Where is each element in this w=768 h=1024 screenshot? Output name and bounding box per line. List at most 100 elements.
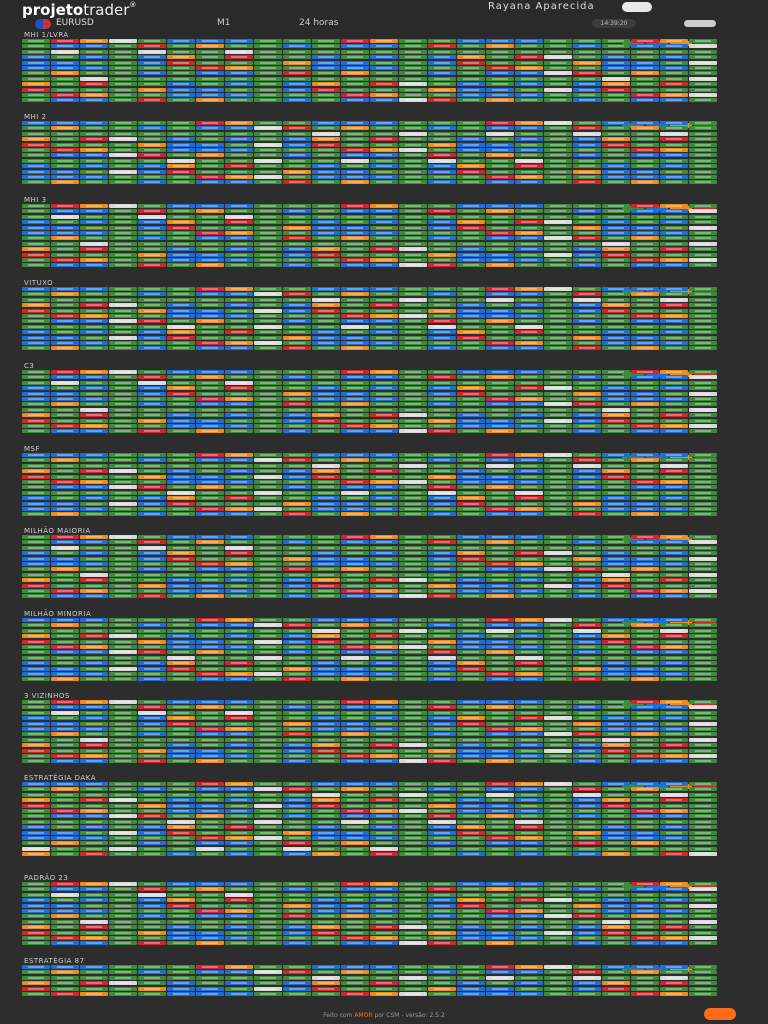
signal-cell [51,424,79,428]
theme-switch[interactable] [684,20,716,27]
signal-cell [341,335,369,340]
signal-cell [312,666,340,671]
strategy-title: ESTRATÉGIA DAKA [24,774,96,782]
chat-button[interactable] [704,1008,736,1020]
signal-cell [602,209,630,214]
signal-cell [283,308,311,313]
pair-selector[interactable]: EURUSD [56,18,94,28]
signal-cell [399,941,427,946]
signal-cell [312,512,340,517]
signal-cell [254,594,282,599]
signal-cell [631,562,659,566]
signal-cell [312,55,340,60]
signal-cell [312,496,340,501]
signal-cell [22,992,50,996]
signal-cell [341,402,369,407]
strategy-stats [620,692,716,707]
signal-cell [399,507,427,511]
signal-cell [457,335,485,340]
signal-cell [109,545,137,550]
signal-cell [486,852,514,857]
signal-cell [196,44,224,49]
signal-cell [631,930,659,935]
period-selector[interactable]: 24 horas [299,18,339,28]
signal-cell [631,137,659,142]
signal-cell [22,209,50,214]
signal-cell [341,241,369,246]
signal-cell [283,341,311,345]
signal-cell [138,672,166,676]
signal-cell [689,386,717,391]
signal-cell [196,567,224,572]
timeframe-selector[interactable]: M1 [217,18,231,28]
signal-cell [109,341,137,345]
signal-cell [515,507,543,511]
signal-cell [80,737,108,742]
signal-cell [631,391,659,396]
signal-cell [196,121,224,125]
signal-cell [573,169,601,174]
signal-cell [457,164,485,169]
signal-cell [457,803,485,808]
signal-cell [602,241,630,246]
signal-cell [138,485,166,490]
signal-cell [457,721,485,726]
signal-cell [22,825,50,830]
signal-cell [428,623,456,628]
signal-cell [225,672,253,676]
signal-cell [138,71,166,76]
signal-cell [399,556,427,561]
signal-cell [602,308,630,313]
signal-cell [631,748,659,753]
signal-cell [399,480,427,484]
signal-cell [80,655,108,660]
signal-cell [138,634,166,639]
signal-cell [573,380,601,385]
signal-cell [428,551,456,556]
signal-cell [51,743,79,748]
signal-cell [544,131,572,136]
signal-cell [312,992,340,996]
signal-cell [602,341,630,345]
signal-cell [660,623,688,628]
signal-cell [602,402,630,407]
signal-cell [515,645,543,649]
signal-cell [109,220,137,225]
signal-cell [283,594,311,599]
signal-cell [631,418,659,423]
signal-cell [602,413,630,418]
signal-cell [399,346,427,351]
signal-cell [225,970,253,975]
signal-cell [515,169,543,174]
signal-cell [428,76,456,81]
stat-badge [646,884,668,889]
signal-cell [167,418,195,423]
signal-cell [428,925,456,930]
signal-cell [109,474,137,479]
signal-cell [573,424,601,428]
signal-cell [544,792,572,797]
signal-cell [399,650,427,655]
signal-cell [283,727,311,731]
signal-cell [602,330,630,335]
user-name[interactable]: Rayana Aparecida [488,1,595,12]
signal-cell [22,236,50,241]
signal-cell [138,169,166,174]
signal-cell [660,507,688,511]
signal-cell [486,981,514,986]
signal-cell [254,204,282,208]
signal-cell [660,930,688,935]
logo[interactable]: projetotrader® [22,1,136,19]
signal-cell [544,501,572,506]
signal-cell [22,986,50,991]
signal-cell [196,819,224,824]
signal-cell [22,346,50,351]
user-menu-toggle[interactable] [622,2,652,12]
signal-cell [80,882,108,886]
signal-cell [225,819,253,824]
signal-cell [167,803,195,808]
signal-cell [602,759,630,764]
signal-cell [631,716,659,721]
signal-cell [283,628,311,633]
signal-cell [486,453,514,457]
